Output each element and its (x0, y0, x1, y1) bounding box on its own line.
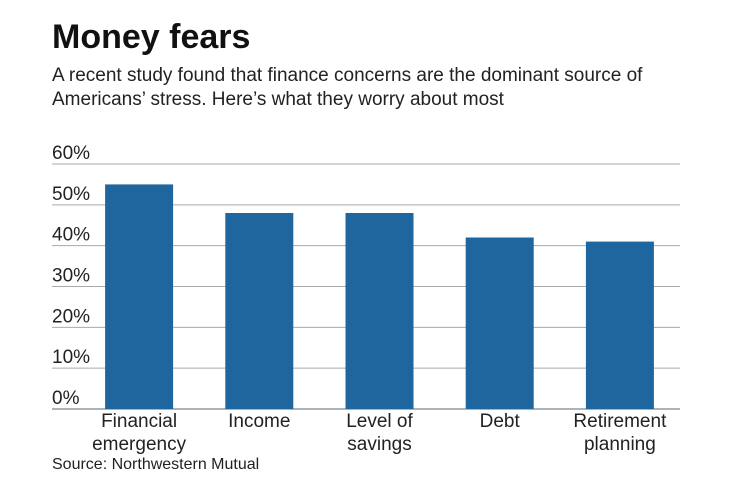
y-tick-label: 30% (52, 266, 90, 287)
y-tick-label: 0% (52, 388, 80, 409)
y-tick-label: 10% (52, 347, 90, 368)
bar (345, 213, 414, 409)
x-tick-label: Income (228, 411, 291, 432)
chart-title: Money fears (52, 18, 251, 56)
bar (225, 213, 294, 409)
bar (105, 184, 174, 409)
chart-subtitle: A recent study found that finance concer… (52, 65, 643, 110)
x-tick-label: Debt (479, 411, 520, 432)
y-tick-label: 50% (52, 184, 90, 205)
x-tick-label: Financial emergency (92, 411, 187, 455)
x-tick-label: Level of savings (346, 411, 413, 455)
bar (585, 241, 654, 409)
source-note: Source: Northwestern Mutual (52, 456, 260, 473)
x-tick-label: Retirement planning (573, 411, 667, 455)
y-tick-label: 60% (52, 143, 90, 164)
bar (465, 237, 534, 409)
y-tick-label: 20% (52, 306, 90, 327)
y-tick-label: 40% (52, 225, 90, 246)
